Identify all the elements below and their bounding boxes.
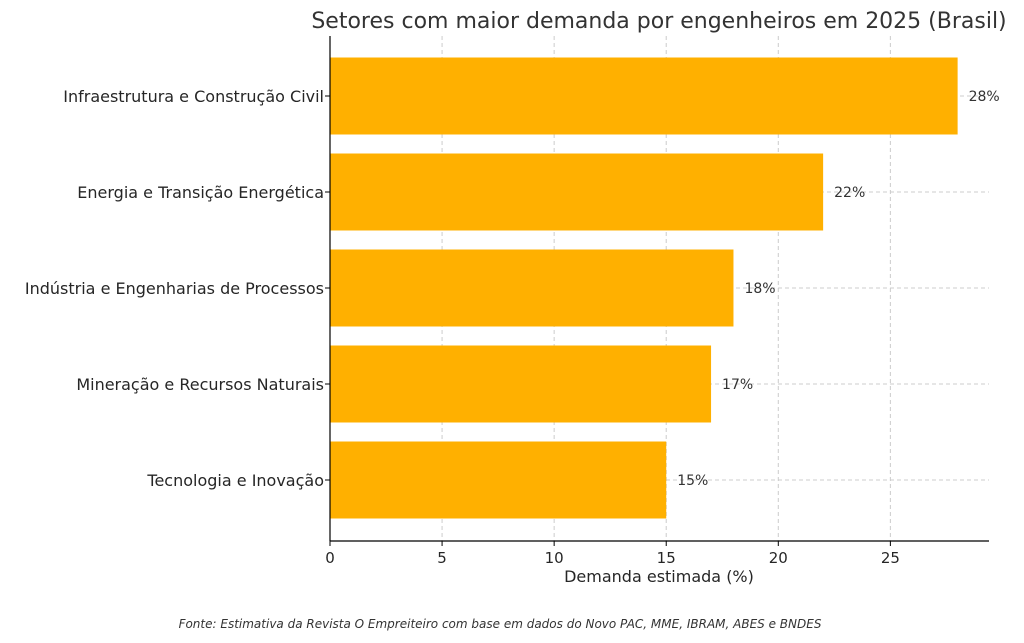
x-tick-label: 5 [437,549,447,567]
bars-layer: 28% 22% 18% 17% 15% [330,57,1000,519]
category-label: Mineração e Recursos Naturais [76,375,324,394]
x-tick-label: 10 [545,549,564,567]
category-label: Indústria e Engenharias de Processos [25,279,324,298]
bar [330,153,824,231]
x-tick-label: 25 [881,549,900,567]
bar [330,345,712,423]
x-tick-label: 0 [325,549,335,567]
source-note: Fonte: Estimativa da Revista O Empreitei… [178,617,822,631]
bar [330,249,734,327]
data-label: 15% [677,473,708,489]
x-tick-label: 20 [769,549,788,567]
category-label: Energia e Transição Energética [77,183,324,202]
x-tick-label: 15 [657,549,676,567]
bar [330,57,958,135]
category-label: Tecnologia e Inovação [146,471,324,490]
x-axis-label: Demanda estimada (%) [564,567,754,586]
tick-labels: 0 5 10 15 20 25 Infraestrutura e Construção Ci… [25,87,900,567]
bar [330,441,667,519]
chart-title: Setores com maior demanda por engenheiro… [311,9,1006,34]
category-label: Infraestrutura e Construção Civil [63,87,324,106]
data-label: 18% [744,281,775,297]
data-label: 17% [722,377,753,393]
data-label: 28% [969,89,1000,105]
data-label: 22% [834,185,865,201]
